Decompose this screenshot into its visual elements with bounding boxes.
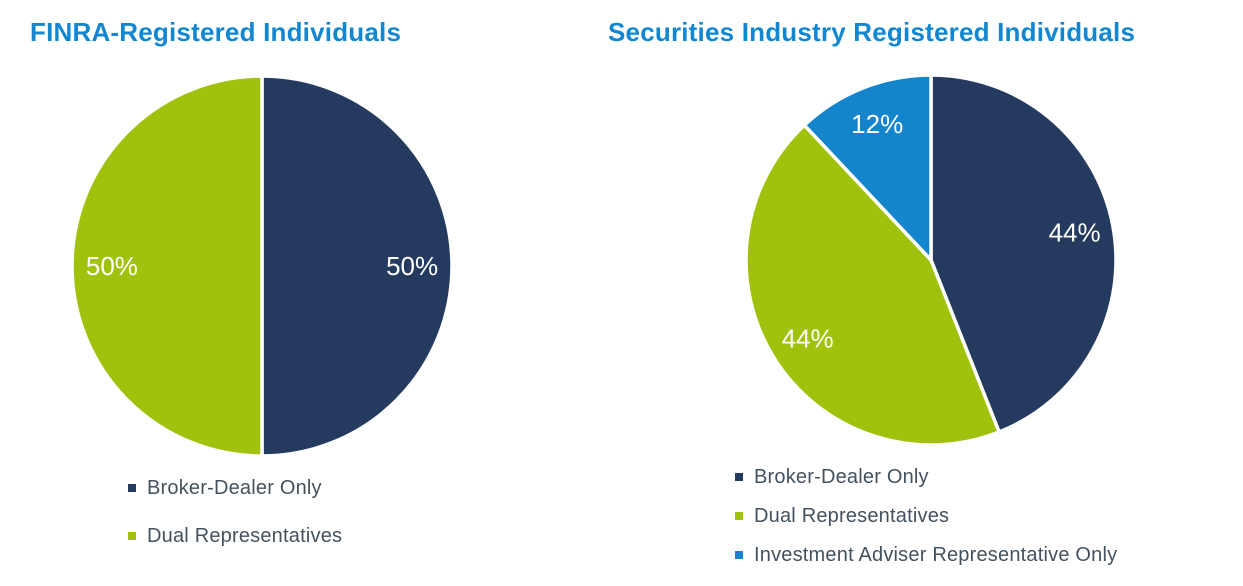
legend-swatch-icon — [735, 551, 743, 559]
pie-slice-broker-dealer-only — [260, 74, 454, 458]
data-label-dual-representatives: 44% — [782, 323, 834, 353]
legend-label: Investment Adviser Representative Only — [754, 543, 1118, 566]
data-label-dual-representatives: 50% — [86, 251, 138, 281]
legend-label: Broker-Dealer Only — [147, 476, 322, 499]
legend-swatch-icon — [735, 473, 743, 481]
pie-slice-dual-representatives — [70, 74, 264, 458]
pie-chart-finra-registered: 50% 50% — [70, 74, 454, 458]
legend-label: Broker-Dealer Only — [754, 465, 929, 488]
legend-item-broker-dealer-only: Broker-Dealer Only — [128, 476, 342, 500]
pie-chart-securities-industry: 44% 44% 12% — [744, 73, 1118, 447]
legend-swatch-icon — [128, 484, 136, 492]
legend-securities-industry: Broker-Dealer Only Dual Representatives In… — [735, 465, 1117, 567]
data-label-investment-adviser-representative-only: 12% — [851, 109, 903, 139]
legend-swatch-icon — [735, 512, 743, 520]
legend-item-dual-representatives: Dual Representatives — [735, 504, 1117, 528]
legend-label: Dual Representatives — [147, 524, 343, 547]
chart-title-finra-registered: FINRA-Registered Individuals — [30, 17, 402, 47]
legend-finra-registered: Broker-Dealer Only Dual Representatives — [128, 476, 342, 548]
legend-label: Dual Representatives — [754, 504, 950, 527]
legend-item-dual-representatives: Dual Representatives — [128, 524, 342, 548]
data-label-broker-dealer-only: 44% — [1049, 218, 1101, 248]
legend-item-investment-adviser-representative-only: Investment Adviser Representative Only — [735, 543, 1117, 567]
pie-slice-dual-representatives — [744, 123, 1001, 447]
legend-item-broker-dealer-only: Broker-Dealer Only — [735, 465, 1117, 489]
legend-swatch-icon — [128, 532, 136, 540]
pie-slice-broker-dealer-only — [929, 73, 1118, 434]
data-label-broker-dealer-only: 50% — [386, 251, 438, 281]
chart-title-securities-industry: Securities Industry Registered Individua… — [608, 17, 1136, 47]
pie-slice-investment-adviser-representative-only — [802, 73, 933, 262]
